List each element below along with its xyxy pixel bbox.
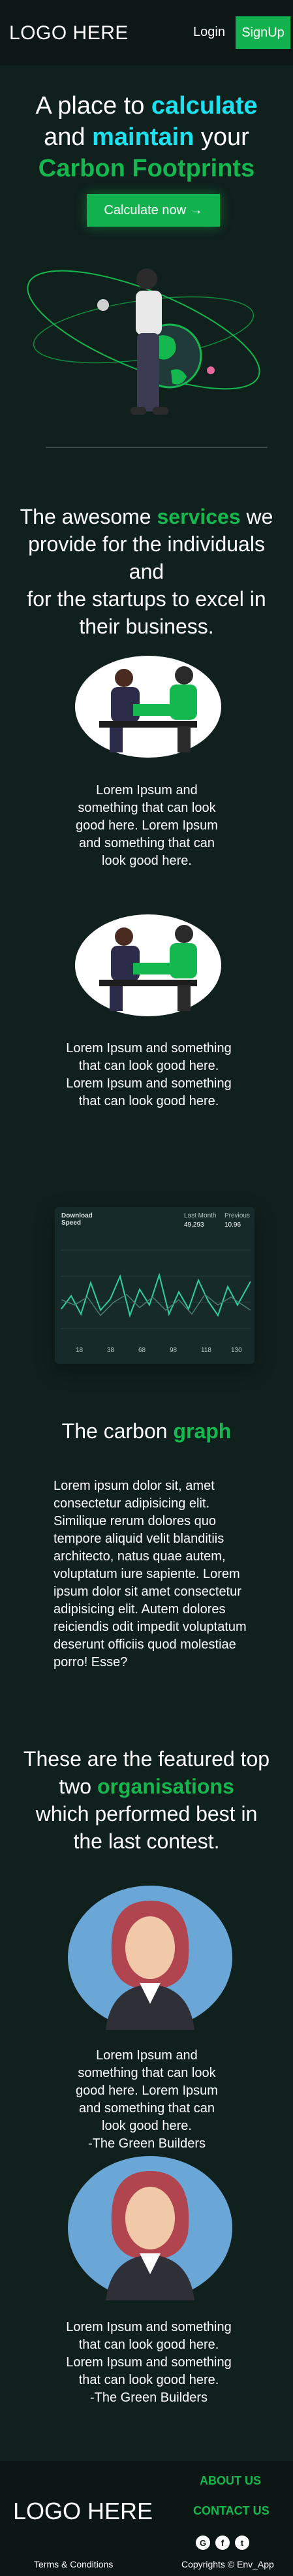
organisation-quote-2-text: Lorem Ipsum and something that can look … xyxy=(66,2320,232,2387)
hero-line2-pre: and xyxy=(44,123,93,151)
axis-tick-5: 118 xyxy=(201,1347,211,1354)
organisation-quote-2: Lorem Ipsum and something that can look … xyxy=(64,2319,234,2407)
hero-line2-post: your xyxy=(194,123,249,151)
dashboard-line-chart xyxy=(61,1249,251,1329)
hero-line3-highlight: Carbon Footprints xyxy=(38,155,255,182)
organisation-quote-1-author: -The Green Builders xyxy=(87,2136,206,2151)
site-logo[interactable]: LOGO HERE xyxy=(9,22,129,44)
hero-title: A place to calculate and maintain your C… xyxy=(0,90,293,184)
orgs-title-line1: These are the featured top xyxy=(23,1747,270,1771)
orgs-title-line3: which performed best in xyxy=(35,1802,258,1826)
social-links: G f t xyxy=(196,2536,249,2550)
dashboard-title: Download Speed xyxy=(61,1212,93,1227)
dashboard-value-a: 49,293 xyxy=(184,1221,204,1229)
organisation-avatar-2 xyxy=(68,2156,232,2300)
copyright-text: Copyrights © Env_App xyxy=(181,2559,274,2569)
services-title-line2: for the startups to excel in their busin… xyxy=(27,587,266,638)
terms-link[interactable]: Terms & Conditions xyxy=(34,2559,114,2569)
graph-title-highlight: graph xyxy=(173,1419,232,1443)
service-description-1: Lorem Ipsum and something that can look … xyxy=(76,783,218,868)
calculate-now-button[interactable]: Calculate now → xyxy=(87,194,220,227)
signup-button[interactable]: SignUp xyxy=(236,16,290,49)
facebook-icon[interactable]: f xyxy=(215,2536,230,2550)
orgs-title-line4: the last contest. xyxy=(73,1829,220,1853)
axis-tick-1: 18 xyxy=(76,1347,84,1354)
twitter-icon[interactable]: t xyxy=(235,2536,249,2550)
hero-line1-pre: A place to xyxy=(35,92,151,120)
services-title-pre: The awesome xyxy=(20,505,157,528)
footer-logo[interactable]: LOGO HERE xyxy=(13,2498,153,2524)
services-title-post: we provide for the individuals and xyxy=(28,505,273,583)
handshake-illustration-2 xyxy=(75,914,221,1016)
dashboard-value-b: 10.96 xyxy=(224,1221,241,1229)
graph-title-pre: The carbon xyxy=(61,1419,174,1443)
organisations-title: These are the featured top two organisat… xyxy=(0,1745,293,1855)
organisation-avatar-1 xyxy=(68,1886,232,2030)
axis-tick-2: 38 xyxy=(107,1347,115,1354)
top-nav: LOGO HERE Login SignUp xyxy=(0,0,293,65)
hero-line2-highlight: maintain xyxy=(92,123,194,151)
about-us-link[interactable]: ABOUT US xyxy=(200,2474,261,2487)
orgs-title-pre: two xyxy=(59,1775,97,1798)
graph-description: Lorem ipsum dolor sit, amet consectetur … xyxy=(54,1479,247,1669)
hero-globe-illustration xyxy=(27,268,268,448)
graph-title: The carbon graph xyxy=(0,1417,293,1445)
page-footer: LOGO HERE ABOUT US CONTACT US G f t Term… xyxy=(0,2461,293,2576)
google-icon[interactable]: G xyxy=(196,2536,210,2550)
axis-tick-6: 130 xyxy=(231,1347,242,1354)
dashboard-legend-b: Previous xyxy=(224,1212,250,1219)
contact-us-link[interactable]: CONTACT US xyxy=(193,2504,270,2517)
axis-tick-3: 68 xyxy=(138,1347,146,1354)
services-title-highlight: services xyxy=(157,505,241,528)
orgs-title-highlight: organisations xyxy=(97,1775,234,1798)
login-link[interactable]: Login xyxy=(193,25,225,39)
axis-tick-4: 98 xyxy=(170,1347,177,1354)
handshake-illustration xyxy=(75,656,221,758)
hero-line1-highlight: calculate xyxy=(151,92,258,120)
organisation-quote-1-text: Lorem Ipsum and something that can look … xyxy=(76,2048,218,2133)
carbon-dashboard-card: Download Speed Last Month Previous 49,29… xyxy=(55,1207,254,1364)
organisation-quote-2-author: -The Green Builders xyxy=(89,2391,208,2405)
service-description-2: Lorem Ipsum and something that can look … xyxy=(66,1041,232,1108)
dashboard-legend-a: Last Month xyxy=(184,1212,217,1219)
organisation-quote-1: Lorem Ipsum and something that can look … xyxy=(72,2047,222,2153)
services-title: The awesome services we provide for the … xyxy=(0,503,293,640)
